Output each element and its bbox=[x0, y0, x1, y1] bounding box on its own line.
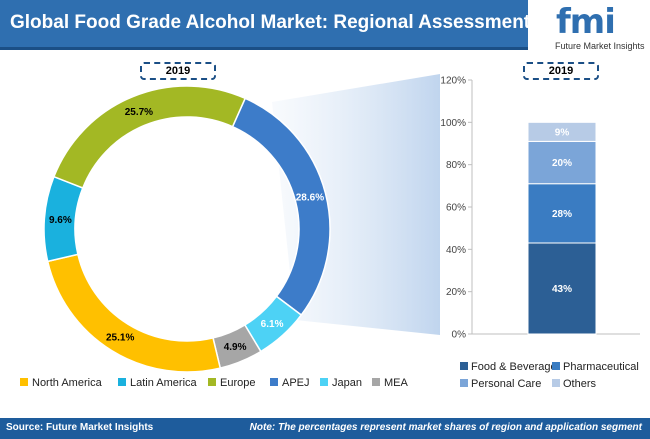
title-bar: Global Food Grade Alcohol Market: Region… bbox=[0, 0, 531, 50]
donut-year-label: 2019 bbox=[140, 62, 216, 80]
legend-label: Japan bbox=[332, 377, 362, 389]
bar-legend-pharmaceutical: Pharmaceutical bbox=[552, 361, 639, 373]
bar-data-label: 28% bbox=[552, 209, 572, 220]
legend-label: MEA bbox=[384, 377, 408, 389]
bar-legend-label: Personal Care bbox=[471, 378, 542, 390]
footer-note: Note: The percentages represent market s… bbox=[249, 422, 642, 433]
footer-source: Source: Future Market Insights bbox=[6, 422, 154, 433]
legend-label: North America bbox=[32, 377, 102, 389]
bar-data-label: 43% bbox=[552, 284, 572, 295]
donut-data-label: 25.7% bbox=[125, 107, 153, 118]
donut-data-label: 4.9% bbox=[224, 342, 247, 353]
bar-legend-label: Others bbox=[563, 378, 597, 390]
donut-slice-europe bbox=[52, 85, 247, 189]
donut-slice-north-america bbox=[46, 253, 222, 373]
legend-item-apej: APEJ bbox=[270, 377, 310, 389]
bar-year-label: 2019 bbox=[523, 62, 599, 80]
bar-segment-others bbox=[527, 121, 597, 142]
legend-item-mea: MEA bbox=[372, 377, 408, 389]
y-tick-label: 20% bbox=[446, 287, 466, 298]
y-tick-label: 80% bbox=[446, 160, 466, 171]
donut-data-label: 25.1% bbox=[106, 333, 134, 344]
donut-chart: 28.6% 6.1% 4.9% 25.1% 9.6% 25.7% bbox=[43, 85, 331, 373]
legend-label: Europe bbox=[220, 377, 256, 389]
legend-label: APEJ bbox=[282, 377, 310, 389]
y-tick-label: 120% bbox=[440, 76, 466, 87]
bar-segment-personal-care bbox=[527, 140, 597, 185]
y-tick-label: 0% bbox=[452, 330, 467, 341]
legend-item-japan: Japan bbox=[320, 377, 362, 389]
chart-title: Global Food Grade Alcohol Market: Region… bbox=[10, 12, 531, 33]
bar-legend-others: Others bbox=[552, 378, 596, 390]
bar-data-label: 20% bbox=[552, 158, 572, 169]
bar-segment-pharmaceutical bbox=[527, 183, 597, 244]
bar-legend-food-beverage: Food & Beverage bbox=[460, 361, 557, 373]
bar-data-label: 9% bbox=[555, 127, 570, 138]
bar-legend-personal-care: Personal Care bbox=[460, 378, 541, 390]
footer-bar: Source: Future Market Insights Note: The… bbox=[0, 418, 650, 439]
logo-word: fmi bbox=[556, 2, 616, 42]
y-tick-label: 100% bbox=[440, 118, 466, 129]
bar-legend-label: Pharmaceutical bbox=[563, 361, 639, 373]
stacked-bar-chart: 0% 20% 40% 60% 80% 100% 120% 43% 28% 20% 9% bbox=[440, 76, 640, 341]
donut-data-label: 28.6% bbox=[296, 193, 324, 204]
donut-data-label: 9.6% bbox=[49, 215, 72, 226]
donut-data-label: 6.1% bbox=[261, 319, 284, 330]
legend-item-europe: Europe bbox=[208, 377, 255, 389]
y-tick-label: 40% bbox=[446, 245, 466, 256]
legend-label: Latin America bbox=[130, 377, 197, 389]
legend-item-north-america: North America bbox=[20, 377, 102, 389]
logo-subtitle: Future Market Insights bbox=[555, 41, 645, 51]
fmi-logo: fmi Future Market Insights bbox=[548, 4, 648, 56]
legend-item-latin-america: Latin America bbox=[118, 377, 197, 389]
bar-legend-label: Food & Beverage bbox=[471, 361, 557, 373]
y-tick-label: 60% bbox=[446, 203, 466, 214]
